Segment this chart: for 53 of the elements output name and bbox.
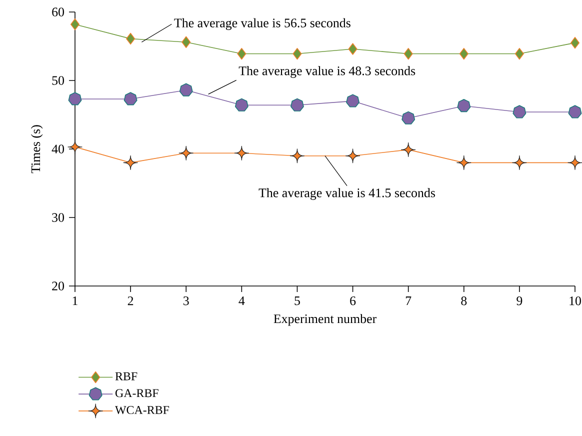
legend-label: WCA-RBF <box>115 406 170 414</box>
point <box>401 142 416 157</box>
annotation: The average value is 48.3 seconds <box>238 66 416 78</box>
x-tick-label: 8 <box>461 296 467 306</box>
point <box>178 146 194 160</box>
point <box>568 105 582 118</box>
point <box>456 155 472 170</box>
point <box>290 148 304 164</box>
point <box>404 48 413 60</box>
x-tick-label: 7 <box>406 296 412 305</box>
y-tick-label: 30 <box>52 213 64 222</box>
y-tick-label: 40 <box>52 144 64 154</box>
point <box>570 36 580 49</box>
point <box>290 98 304 112</box>
point <box>126 32 136 45</box>
y-tick-label: 20 <box>52 282 64 290</box>
point <box>70 18 80 30</box>
point <box>179 83 193 96</box>
x-tick-label: 6 <box>350 296 356 306</box>
point <box>292 48 302 60</box>
point <box>568 155 582 170</box>
annotation: The average value is 41.5 seconds <box>258 188 436 200</box>
point <box>234 146 249 160</box>
point <box>514 48 524 60</box>
point <box>348 43 358 55</box>
point <box>123 155 138 170</box>
point <box>512 105 526 118</box>
point <box>68 92 82 106</box>
point <box>459 48 468 60</box>
y-axis-title: Times (s) <box>30 125 43 174</box>
point <box>346 94 360 108</box>
x-axis-title: Experiment number <box>274 314 377 326</box>
point <box>512 155 527 170</box>
y-tick-label: 60 <box>52 8 64 16</box>
legend-label: GA-RBF <box>115 389 158 398</box>
point <box>237 48 246 60</box>
point <box>346 148 360 164</box>
x-tick-label: 9 <box>516 296 522 306</box>
point <box>124 92 138 106</box>
point <box>402 111 416 124</box>
x-tick-label: 4 <box>238 296 245 306</box>
y-tick-label: 50 <box>52 76 64 85</box>
x-tick-label: 1 <box>72 296 78 306</box>
annotation: The average value is 56.5 seconds <box>174 18 350 30</box>
x-tick-label: 3 <box>184 296 189 306</box>
x-tick-label: 2 <box>128 296 134 306</box>
point <box>457 98 471 112</box>
x-tick-label: 5 <box>294 296 300 306</box>
point <box>234 98 248 112</box>
point <box>182 36 191 48</box>
legend-label: RBF <box>115 372 138 380</box>
x-tick-label: 10 <box>570 296 581 306</box>
point <box>68 140 82 154</box>
